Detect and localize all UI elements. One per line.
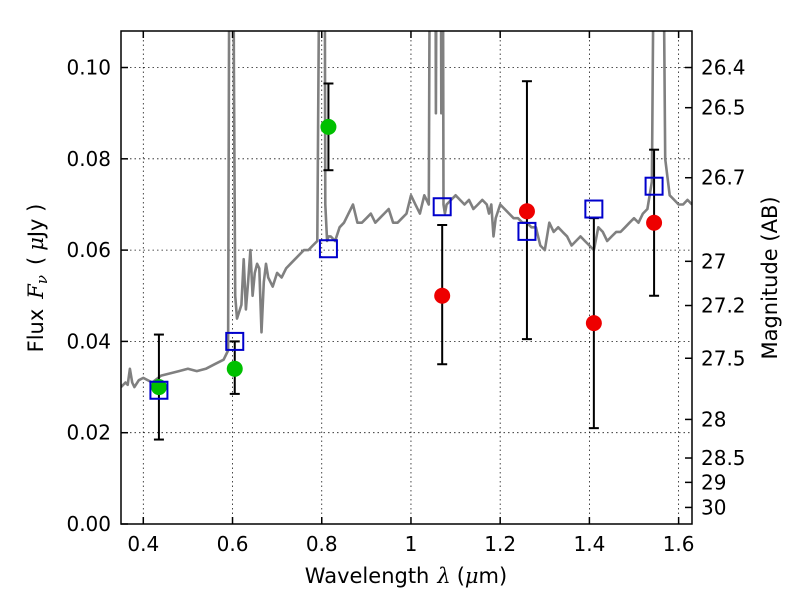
mag-tick-label-7: 28.5 (701, 446, 746, 470)
spectrum-layer (121, 31, 692, 389)
mag-tick-label-3: 27 (701, 249, 726, 273)
green-points-point-0 (150, 379, 167, 396)
model-photometry-point-4 (517, 221, 537, 241)
x-tick-label-1: 0.6 (217, 532, 249, 556)
model-photometry-point-6 (644, 176, 664, 196)
mag-tick-label-0: 26.4 (701, 56, 746, 80)
y-axis-title-right: Magnitude (AB) (758, 196, 782, 359)
x-tick-label-5: 1.4 (573, 532, 605, 556)
mag-tick-label-1: 26.5 (701, 96, 746, 120)
x-tick-label-6: 1.6 (663, 532, 695, 556)
y-tick-label-4: 0.08 (66, 147, 111, 171)
model-photometry-point-1 (225, 331, 245, 351)
green-points-point-1 (226, 360, 243, 377)
mag-tick-label-9: 30 (701, 495, 726, 519)
y-tick-label-2: 0.04 (66, 329, 111, 353)
plot-frame (120, 30, 693, 525)
mag-tick-label-4: 27.2 (701, 294, 746, 318)
green-points-point-2 (320, 118, 337, 135)
spectrum-line (121, 31, 692, 389)
y-tick-label-0: 0.00 (66, 512, 111, 536)
mag-tick-label-2: 26.7 (701, 166, 746, 190)
mag-tick-label-5: 27.5 (701, 346, 746, 370)
y-tick-label-5: 0.10 (66, 56, 111, 80)
red-points-point-0 (434, 287, 451, 304)
x-axis-title: Wavelength λ (μm) (305, 564, 507, 588)
y-tick-label-1: 0.02 (66, 421, 111, 445)
model-photometry-point-0 (149, 380, 169, 400)
x-tick-label-2: 0.8 (306, 532, 338, 556)
points-layer (149, 80, 664, 441)
red-points-point-3 (646, 214, 663, 231)
y-axis-title-left: FluxFν(μJy ) (24, 204, 51, 353)
model-photometry-point-5 (584, 199, 604, 219)
x-tick-label-4: 1.2 (484, 532, 516, 556)
model-photometry-point-2 (318, 239, 338, 259)
red-points-point-1 (518, 203, 535, 220)
x-tick-label-3: 1 (405, 532, 418, 556)
x-tick-label-0: 0.4 (127, 532, 159, 556)
tick-labels: 0.4 0.6 0.8 1 1.2 1.4 1.6 0.00 0.02 0.04 0.06 0.08 0… (66, 56, 745, 556)
red-points-point-2 (585, 315, 602, 332)
model-photometry-point-3 (432, 197, 452, 217)
grid (121, 31, 692, 524)
ticks (121, 31, 692, 525)
mag-tick-label-8: 29 (701, 470, 726, 494)
y-tick-label-3: 0.06 (66, 238, 111, 262)
mag-tick-label-6: 28 (701, 407, 726, 431)
